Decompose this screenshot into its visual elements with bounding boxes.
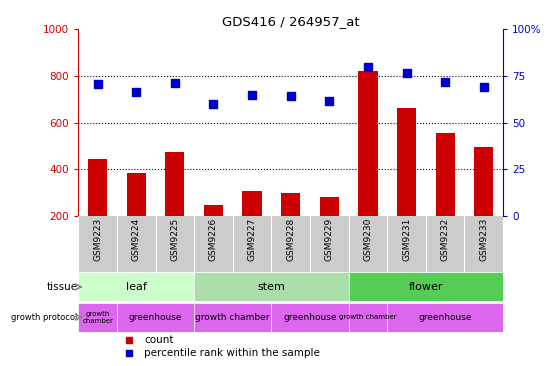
Text: count: count — [144, 335, 174, 345]
Bar — [320, 197, 339, 263]
Text: tissue: tissue — [46, 282, 78, 292]
Bar — [78, 272, 194, 302]
Text: GSM9227: GSM9227 — [248, 218, 257, 261]
Text: GSM9223: GSM9223 — [93, 218, 102, 261]
Bar — [88, 159, 107, 263]
Bar — [126, 173, 146, 263]
Point — [286, 93, 295, 98]
Point — [325, 98, 334, 104]
Text: GSM9226: GSM9226 — [209, 218, 218, 261]
Bar — [271, 303, 349, 332]
Point — [479, 84, 488, 90]
Text: GSM9225: GSM9225 — [170, 218, 179, 261]
Bar — [474, 147, 494, 263]
Text: growth chamber: growth chamber — [196, 313, 270, 322]
Bar — [349, 303, 387, 332]
Bar — [358, 71, 377, 263]
Point — [363, 64, 372, 70]
Text: GSM9231: GSM9231 — [402, 218, 411, 261]
Bar — [349, 272, 503, 302]
Text: growth protocol: growth protocol — [11, 313, 78, 322]
Point — [125, 351, 134, 356]
Text: GSM9232: GSM9232 — [440, 218, 449, 261]
Text: GSM9228: GSM9228 — [286, 218, 295, 261]
Text: flower: flower — [409, 282, 443, 292]
Text: GSM9230: GSM9230 — [363, 218, 372, 261]
Bar — [78, 303, 117, 332]
Text: GSM9224: GSM9224 — [132, 218, 141, 261]
Bar — [387, 303, 503, 332]
Bar — [243, 191, 262, 263]
Point — [125, 337, 134, 343]
Text: GSM9233: GSM9233 — [479, 218, 489, 261]
Bar — [117, 303, 194, 332]
Text: greenhouse: greenhouse — [129, 313, 182, 322]
Bar — [281, 193, 300, 263]
Text: GSM9229: GSM9229 — [325, 218, 334, 261]
Text: stem: stem — [258, 282, 285, 292]
Point — [93, 82, 102, 87]
Bar — [194, 272, 349, 302]
Text: growth chamber: growth chamber — [339, 314, 397, 320]
Text: leaf: leaf — [126, 282, 146, 292]
Bar — [165, 152, 184, 263]
Text: greenhouse: greenhouse — [283, 313, 337, 322]
Point — [248, 92, 257, 98]
Text: percentile rank within the sample: percentile rank within the sample — [144, 348, 320, 358]
Point — [440, 79, 449, 85]
Bar — [204, 205, 223, 263]
Point — [170, 80, 179, 86]
Point — [402, 70, 411, 76]
Bar — [194, 303, 271, 332]
Title: GDS416 / 264957_at: GDS416 / 264957_at — [222, 15, 359, 28]
Bar — [397, 108, 416, 263]
Text: greenhouse: greenhouse — [419, 313, 472, 322]
Point — [209, 101, 218, 107]
Point — [132, 89, 141, 95]
Text: growth
chamber: growth chamber — [82, 311, 113, 324]
Bar — [435, 133, 455, 263]
